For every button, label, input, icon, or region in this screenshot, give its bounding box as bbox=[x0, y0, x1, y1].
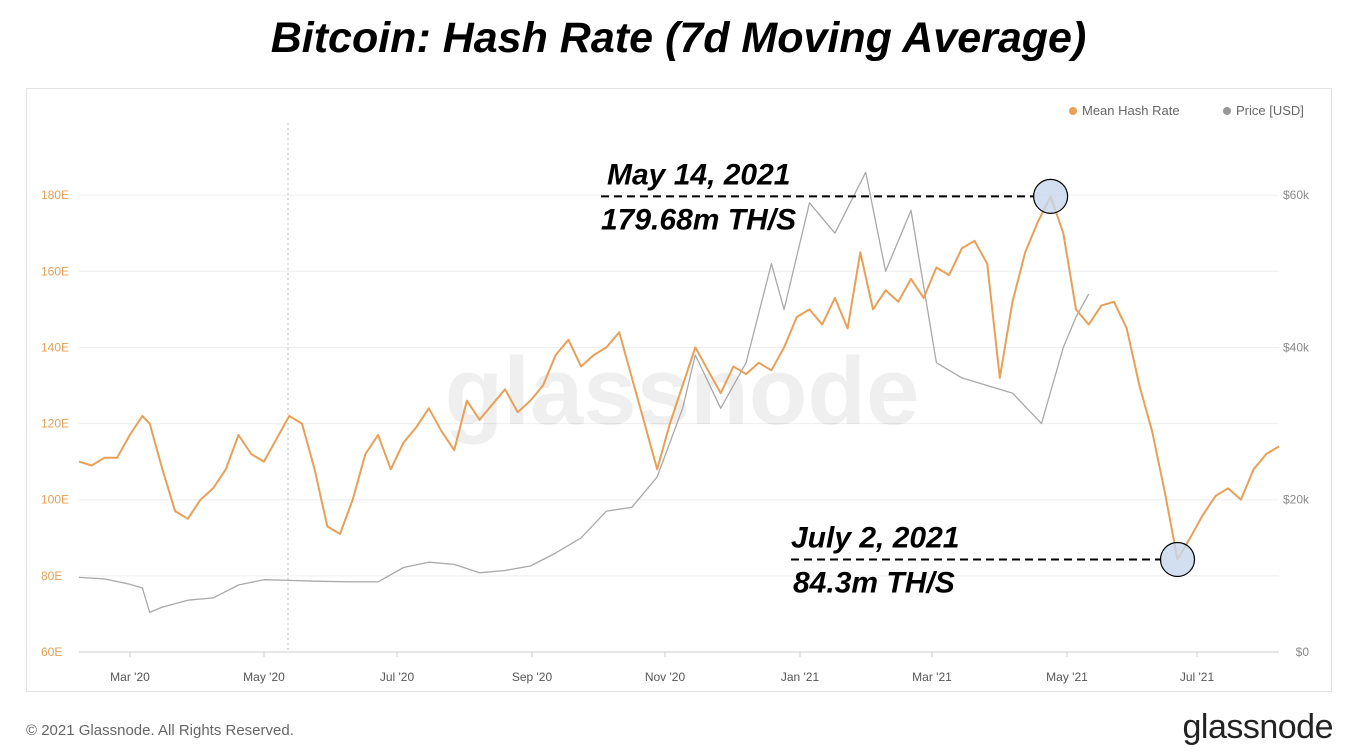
copyright-notice: © 2021 Glassnode. All Rights Reserved. bbox=[26, 722, 294, 739]
legend-swatch-price bbox=[1223, 107, 1231, 115]
annotation-date-trough: July 2, 2021 bbox=[791, 521, 959, 554]
y-left-tick-label: 140E bbox=[41, 340, 69, 354]
x-tick-label: May '20 bbox=[243, 670, 285, 684]
legend-label-price: Price [USD] bbox=[1236, 103, 1304, 118]
y-right-tick-label: $40k bbox=[1283, 340, 1310, 354]
x-tick-label: Sep '20 bbox=[512, 670, 553, 684]
x-tick-label: Mar '21 bbox=[912, 670, 952, 684]
series-line-price bbox=[78, 171, 1090, 614]
annotation-circle-trough bbox=[1159, 541, 1196, 578]
chart-frame: 60E 80E 100E 120E 140E 160E 180E $0 $20k $40k $60k… bbox=[26, 88, 1332, 692]
legend-swatch-hash-rate bbox=[1069, 107, 1077, 115]
x-tick-label: Mar '20 bbox=[110, 670, 150, 684]
x-tick-label: Jul '21 bbox=[1180, 670, 1215, 684]
y-left-tick-label: 80E bbox=[41, 569, 62, 583]
x-tick-label: Jul '20 bbox=[380, 670, 415, 684]
watermark-text: glassnode bbox=[445, 338, 920, 445]
y-left-tick-label: 180E bbox=[41, 188, 69, 202]
y-right-tick-label: $20k bbox=[1283, 493, 1310, 507]
x-tick-label: Nov '20 bbox=[645, 670, 686, 684]
x-tick-label: May '21 bbox=[1046, 670, 1088, 684]
y-left-tick-label: 120E bbox=[41, 417, 69, 431]
y-left-tick-label: 160E bbox=[41, 264, 69, 278]
annotation-value-trough: 84.3m TH/S bbox=[793, 566, 955, 599]
y-right-tick-label: $60k bbox=[1283, 188, 1310, 202]
series-line-hash-rate bbox=[78, 195, 1280, 561]
legend-label-hash-rate: Mean Hash Rate bbox=[1082, 103, 1180, 118]
y-right-tick-label: $0 bbox=[1296, 645, 1310, 659]
x-tick-label: Jan '21 bbox=[781, 670, 820, 684]
glassnode-logo: glassnode bbox=[1182, 708, 1333, 746]
chart-title: Bitcoin: Hash Rate (7d Moving Average) bbox=[270, 14, 1087, 62]
annotation-date-peak: May 14, 2021 bbox=[607, 158, 790, 191]
annotation-value-peak: 179.68m TH/S bbox=[601, 203, 796, 236]
annotation-circle-peak bbox=[1033, 178, 1069, 214]
chart-canvas: 60E 80E 100E 120E 140E 160E 180E $0 $20k $40k $60k… bbox=[41, 103, 1310, 684]
y-left-tick-label: 60E bbox=[41, 645, 62, 659]
y-left-tick-label: 100E bbox=[41, 493, 69, 507]
